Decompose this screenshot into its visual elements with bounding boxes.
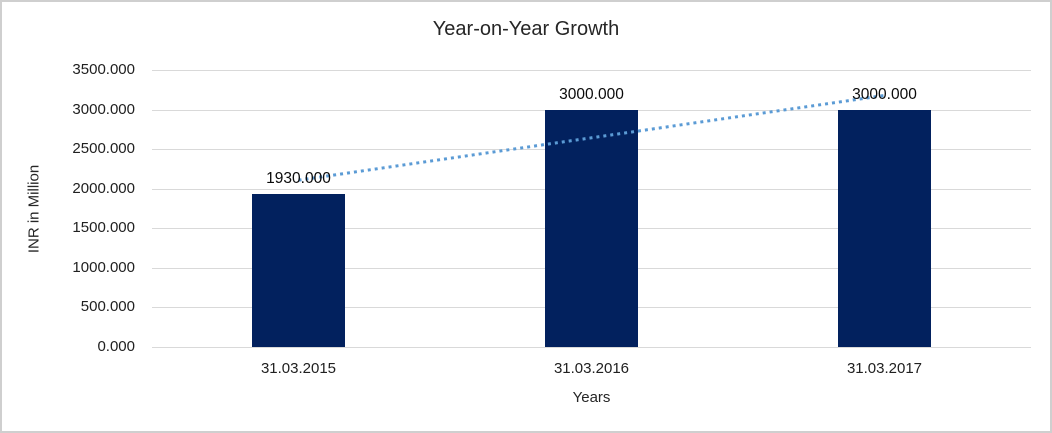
- y-tick-label: 2000.000: [72, 179, 135, 197]
- gridline: [152, 347, 1031, 348]
- gridline: [152, 70, 1031, 71]
- y-tick-label: 500.000: [80, 298, 135, 316]
- y-tick-label: 1000.000: [72, 258, 135, 276]
- y-tick-label: 2500.000: [72, 140, 135, 158]
- y-tick-label: 0.000: [97, 338, 135, 355]
- y-tick-label: 3000.000: [72, 100, 135, 118]
- x-tick-label: 31.03.2016: [553, 360, 630, 377]
- bar-data-label: 3000.000: [852, 85, 917, 103]
- y-tick-label: 1500.000: [72, 219, 135, 237]
- x-axis-title: Years: [572, 389, 611, 406]
- bar[interactable]: [545, 109, 638, 347]
- bar[interactable]: [838, 109, 931, 347]
- y-tick-label: 3500.000: [72, 61, 135, 78]
- bar[interactable]: [252, 194, 345, 347]
- y-axis-title-text: INR in Million: [25, 164, 43, 253]
- x-tick-label: 31.03.2015: [260, 360, 337, 377]
- chart-title: Year-on-Year Growth: [432, 18, 620, 40]
- x-tick-label: 31.03.2017: [846, 360, 923, 377]
- bar-data-label: 3000.000: [559, 85, 624, 103]
- bar-data-label: 1930.000: [266, 170, 331, 188]
